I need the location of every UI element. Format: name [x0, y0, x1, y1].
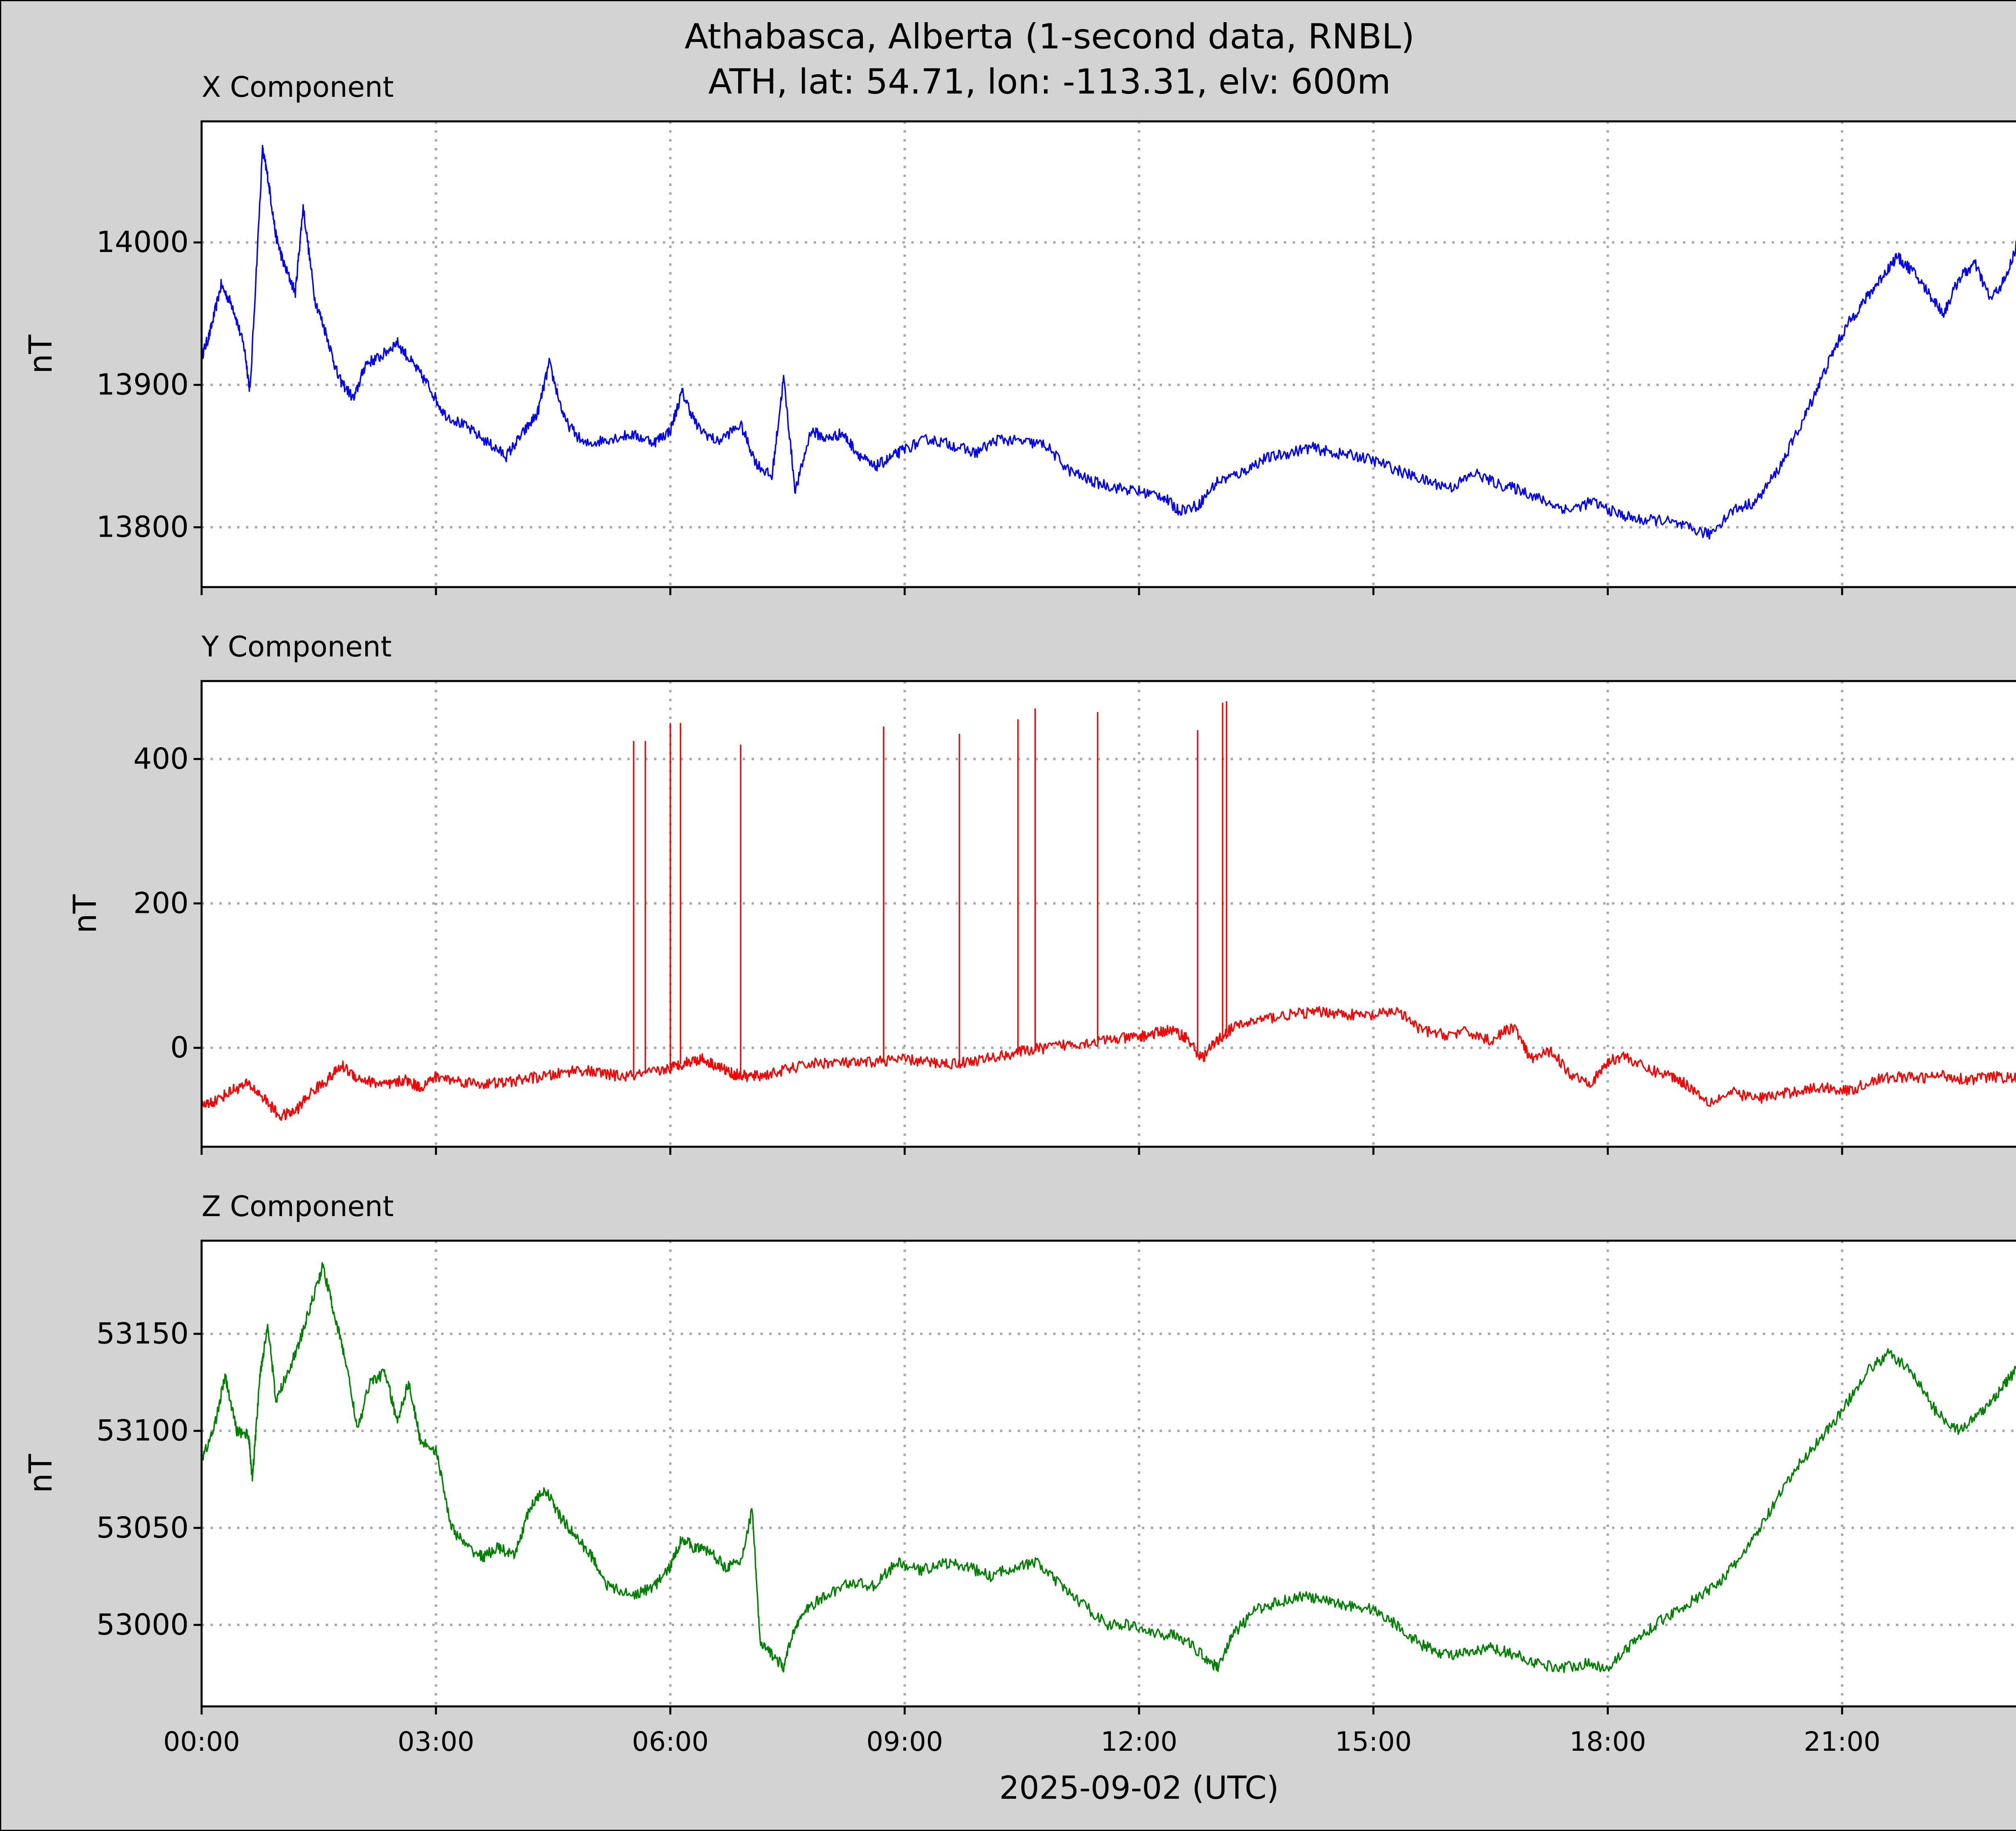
series-line-z-component [201, 1262, 2016, 1673]
plot-area-z-component [202, 1241, 2016, 1706]
ticks-x-component: 13800 13900 14000 [96, 225, 1843, 595]
ylabel-z-component: nT [23, 1454, 59, 1493]
ylabel-y-component: nT [67, 894, 104, 933]
y-tick-label-z-component: 53000 [96, 1608, 189, 1641]
x-tick-label-21-00: 21:00 [1804, 1726, 1881, 1757]
plot-frame-x-component [200, 120, 2016, 588]
plot-frame-y-component [200, 680, 2016, 1148]
plot-area-y-component [202, 681, 2016, 1147]
series-line-x-component [201, 145, 2016, 540]
ticks-y-component: 0 200 400 [133, 742, 1843, 1155]
y-tick-label-x-component: 14000 [96, 225, 189, 259]
y-tick-label-z-component: 53150 [96, 1316, 189, 1350]
series-line-y-component [201, 1006, 2016, 1121]
x-axis-label: 2025-09-02 (UTC) [999, 1770, 1279, 1806]
plot-frame-z-component [200, 1239, 2016, 1708]
panel-x-component: X Component 13800 13900 14000 nT [23, 71, 2016, 595]
ticks-z-component: 00:00 03:00 06:00 09:00 12:00 15:00 18:00 21:00… [96, 1316, 1881, 1757]
figure-title-line2: ATH, lat: 54.71, lon: -113.31, elv: 600m [708, 62, 1391, 102]
y-tick-label-z-component: 53050 [96, 1510, 189, 1544]
y-tick-label-y-component: 200 [133, 886, 189, 920]
grid-y-component [202, 681, 2016, 1147]
x-tick-label-09-00: 09:00 [866, 1726, 943, 1757]
y-tick-label-x-component: 13900 [96, 367, 189, 401]
panel-y-component: Y Component 0 200 400 nT [67, 630, 2016, 1155]
y-tick-label-y-component: 0 [170, 1031, 189, 1064]
x-tick-label-12-00: 12:00 [1101, 1726, 1177, 1757]
x-tick-label-03-00: 03:00 [398, 1726, 474, 1757]
y-tick-label-y-component: 400 [133, 742, 189, 775]
spikes-y-component [633, 701, 1227, 1076]
x-tick-label-06-00: 06:00 [632, 1726, 708, 1757]
x-tick-label-18-00: 18:00 [1569, 1726, 1646, 1757]
grid-z-component [202, 1241, 2016, 1706]
figure-title-line1: Athabasca, Alberta (1-second data, RNBL) [685, 17, 1415, 57]
panel-title-y-component: Y Component [201, 630, 392, 663]
x-tick-label-15-00: 15:00 [1335, 1726, 1412, 1757]
grid-x-component [202, 121, 2016, 587]
panel-title-x-component: X Component [202, 71, 394, 104]
y-tick-label-z-component: 53100 [96, 1414, 189, 1448]
ylabel-x-component: nT [23, 335, 59, 374]
plot-area-x-component [202, 121, 2016, 587]
panel-title-z-component: Z Component [202, 1190, 394, 1223]
y-tick-label-x-component: 13800 [96, 510, 189, 544]
panel-z-component: Z Component 00:00 03:00 06:00 09:00 12:00 15:… [23, 1190, 2016, 1757]
x-tick-label-00-00: 00:00 [163, 1726, 240, 1757]
